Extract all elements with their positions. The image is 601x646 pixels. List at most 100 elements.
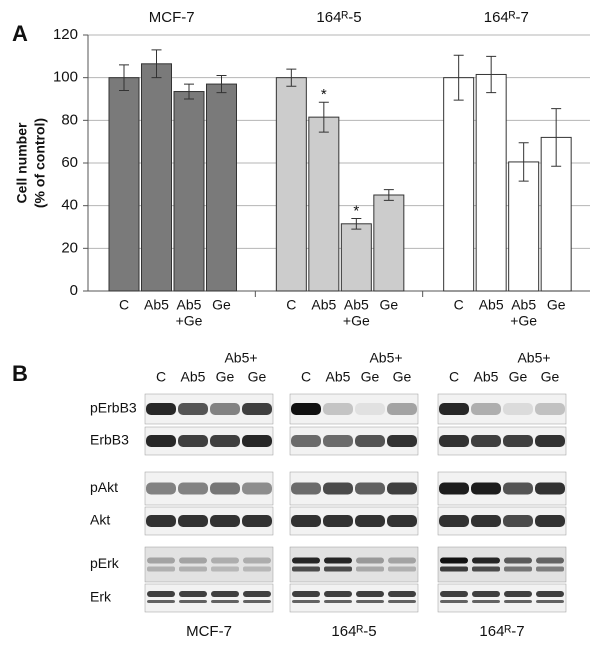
blot-panel [437, 546, 567, 583]
blot-band [211, 600, 239, 603]
blot-band [147, 557, 175, 564]
x-tick-label: C [454, 297, 464, 313]
blot-band [472, 591, 500, 597]
bar [108, 77, 140, 292]
blot-band [472, 600, 500, 603]
blot-row-label: pErk [90, 555, 120, 571]
blot-row-label: Akt [90, 512, 110, 528]
bar [443, 77, 475, 292]
blot-band [536, 557, 564, 564]
bar [508, 161, 540, 292]
blot-band [242, 515, 272, 527]
blot-band [355, 435, 385, 447]
blot-band [178, 435, 208, 447]
blot-band [504, 557, 532, 564]
blot-band [147, 566, 175, 572]
lane-label: C [449, 369, 459, 385]
blot-band [178, 403, 208, 415]
blot-band [355, 403, 385, 415]
bar [308, 116, 340, 292]
lane-label: Ge [248, 369, 267, 385]
error-bar [184, 83, 194, 100]
x-tick-label: Ge [547, 297, 566, 313]
blot-panel [289, 546, 419, 583]
blot-band [323, 482, 353, 495]
error-bar [518, 142, 529, 182]
blot-band [471, 435, 501, 447]
blot-row-label: pAkt [90, 479, 118, 495]
blot-band [387, 435, 417, 447]
group-label: 164ᴿ-5 [316, 9, 361, 26]
blot-band [210, 403, 240, 415]
lane-label: Ge [509, 369, 528, 385]
blot-band [323, 403, 353, 415]
blot-band [503, 482, 533, 495]
blot-band [535, 435, 565, 447]
lane-label: Ge [216, 369, 235, 385]
blot-band [472, 566, 500, 572]
blot-band [179, 557, 207, 564]
blot-band [472, 557, 500, 564]
blot-band [210, 515, 240, 527]
bar [173, 91, 205, 292]
blot-band [146, 482, 176, 495]
blot-band [323, 515, 353, 527]
blot-group-label: 164ᴿ-7 [479, 623, 524, 640]
blot-band [292, 600, 320, 603]
bar [373, 194, 405, 292]
blot-panel [289, 583, 419, 613]
blot-band [291, 403, 321, 415]
error-bar [286, 68, 297, 87]
blot-band [503, 515, 533, 527]
blot-group-label: MCF-7 [186, 623, 232, 640]
blot-band [535, 403, 565, 415]
blot-band [535, 515, 565, 527]
x-tick-label: +Ge [510, 313, 537, 329]
blot-band [242, 435, 272, 447]
y-axis-label: Cell number [14, 122, 30, 203]
blot-band [535, 482, 565, 495]
y-tick-label: 120 [53, 26, 78, 43]
y-tick-label: 0 [70, 282, 78, 299]
lane-prefix: Ab5+ [369, 350, 402, 366]
lane-label: Ab5 [326, 369, 351, 385]
y-tick-label: 20 [61, 239, 78, 256]
blot-band [211, 557, 239, 564]
blot-band [504, 591, 532, 597]
y-tick-label: 80 [61, 111, 78, 128]
lane-prefix: Ab5+ [224, 350, 257, 366]
blot-band [210, 482, 240, 495]
bar [275, 77, 307, 292]
blot-band [439, 482, 469, 495]
x-tick-label: Ab5 [479, 297, 504, 313]
blot-band [356, 557, 384, 564]
blot-band [147, 591, 175, 597]
blot-band [536, 600, 564, 603]
y-axis-label: (% of control) [32, 118, 48, 208]
error-bar [383, 189, 394, 201]
blot-band [292, 566, 320, 572]
blot-band [440, 557, 468, 564]
bar [340, 223, 372, 292]
blot-band [324, 566, 352, 572]
blot-band [355, 482, 385, 495]
blot-band [211, 591, 239, 597]
blot-band [471, 403, 501, 415]
y-tick-label: 100 [53, 69, 78, 86]
x-tick-label: Ab5 [177, 297, 202, 313]
y-tick-label: 60 [61, 154, 78, 171]
x-tick-label: Ab5 [311, 297, 336, 313]
blot-band [291, 515, 321, 527]
blot-band [243, 591, 271, 597]
blot-band [179, 591, 207, 597]
blot-band [356, 591, 384, 597]
lane-label: Ge [393, 369, 412, 385]
blot-band [356, 600, 384, 603]
error-bar [151, 49, 162, 79]
x-tick-label: Ge [379, 297, 398, 313]
lane-label: C [156, 369, 166, 385]
x-tick-label: Ab5 [344, 297, 369, 313]
group-label: 164ᴿ-7 [484, 9, 529, 26]
lane-label: Ge [361, 369, 380, 385]
